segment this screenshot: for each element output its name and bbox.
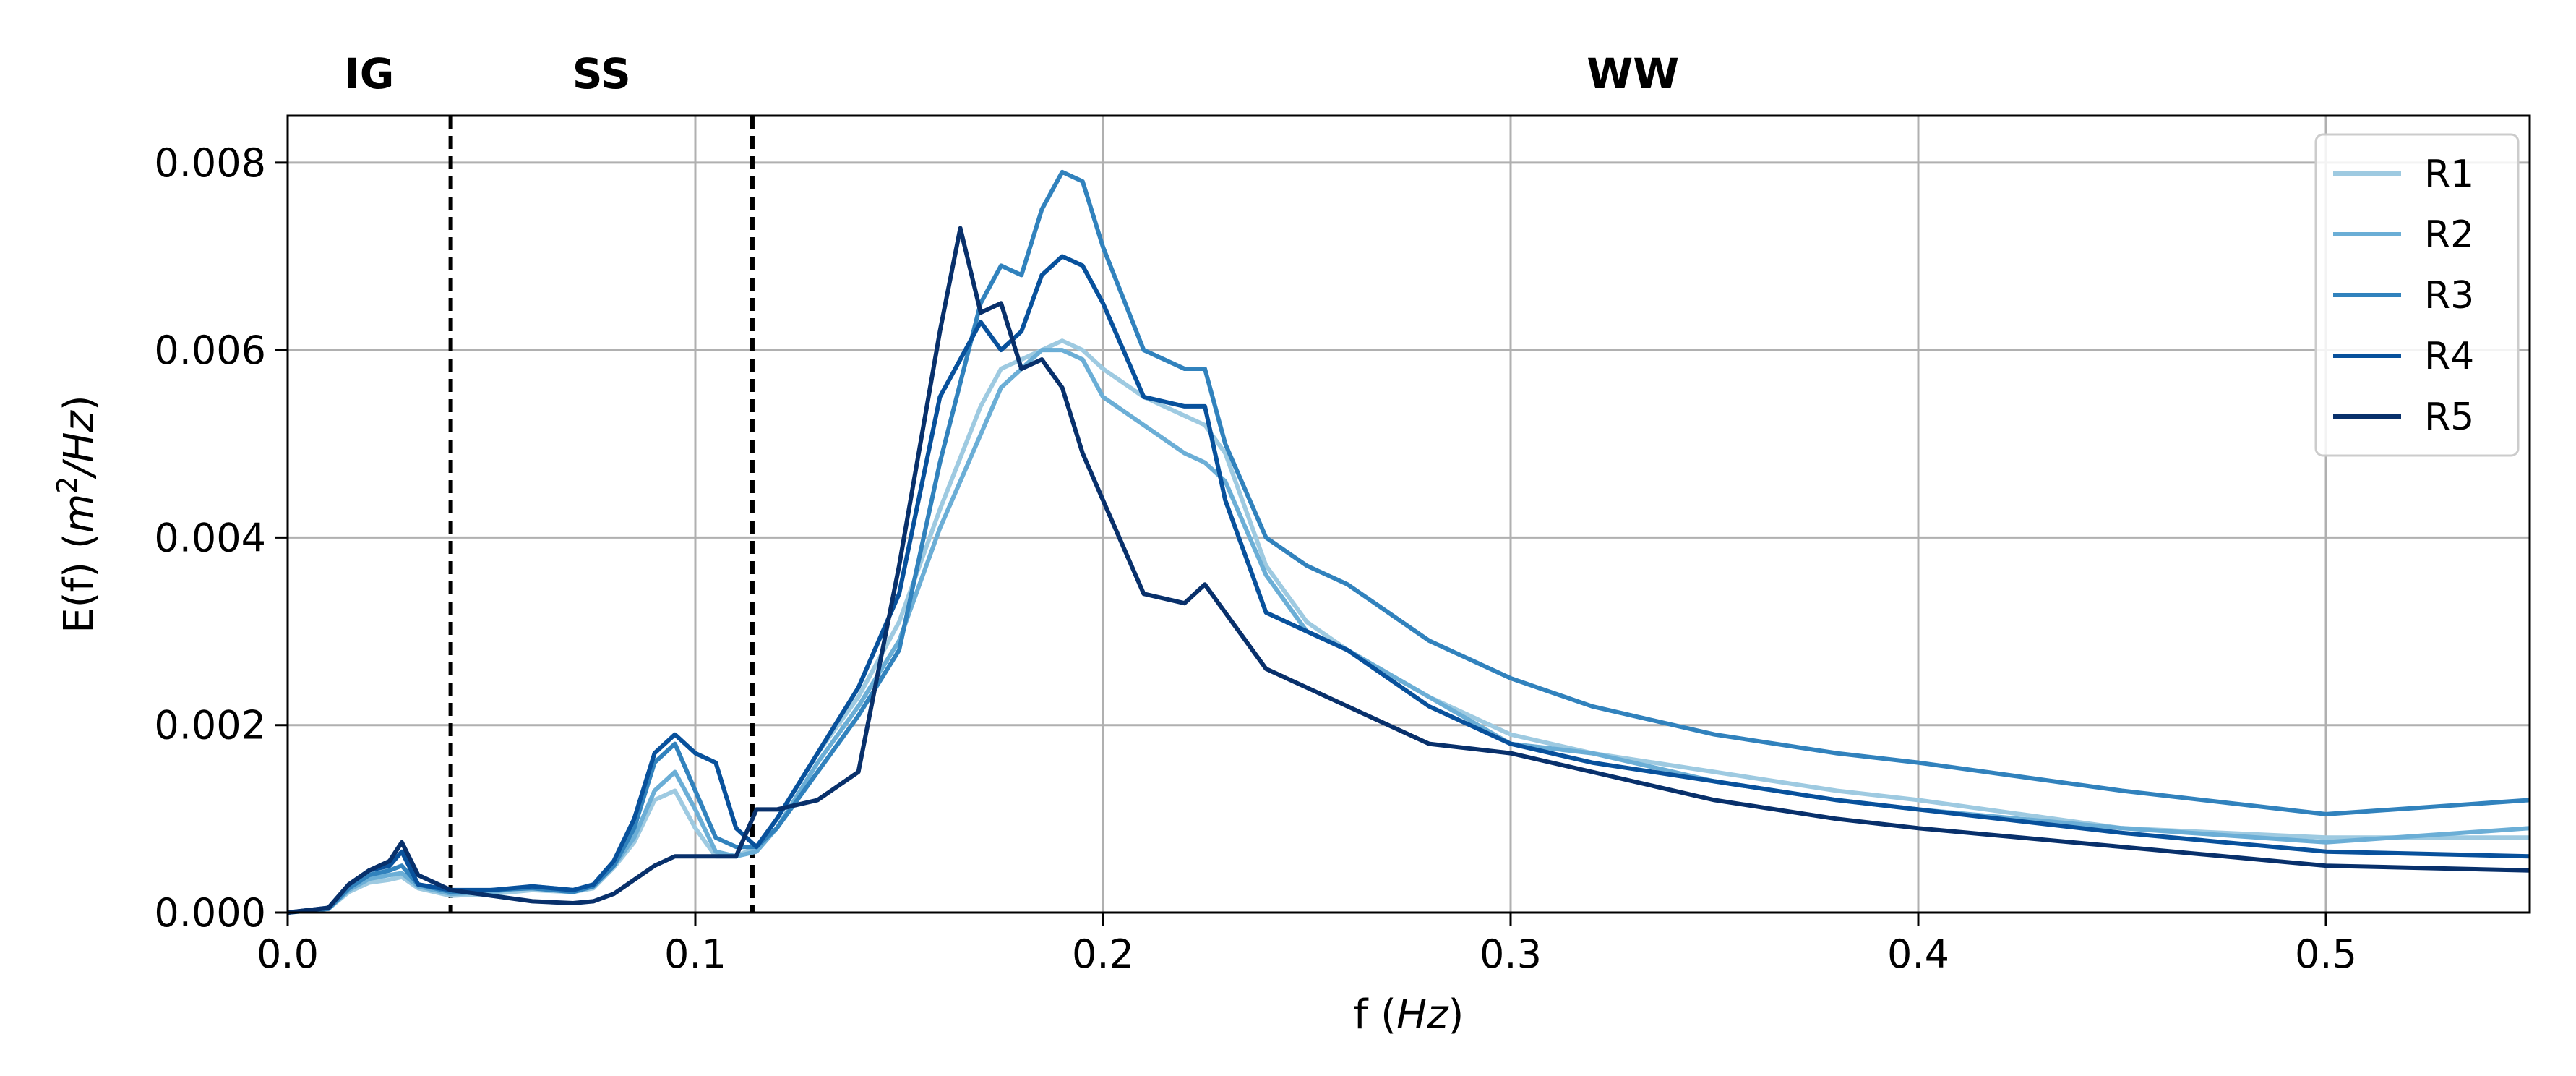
x-axis-label-suffix: ): [1448, 991, 1464, 1038]
x-tick-label: 0.3: [1480, 931, 1542, 977]
y-axis-label-prefix: E(f) (: [56, 533, 103, 633]
tick-layer: 0.0 0.1 0.2 0.3 0.4 0.5 0.000 0.002 0.004 0.006 0.…: [154, 140, 2357, 977]
x-tick-label: 0.4: [1887, 931, 1949, 977]
plot-frame: [286, 114, 2531, 914]
legend-box: [2314, 133, 2520, 457]
x-tick-label: 0.1: [664, 931, 726, 977]
series-line-r3: [287, 169, 2530, 915]
x-tick-label: 0.5: [2295, 931, 2357, 977]
series-line-r5: [287, 226, 2530, 915]
y-axis-label-exponent: 2: [51, 477, 83, 494]
y-axis-label-unit: m: [56, 494, 103, 534]
region-label-ww: WW: [1587, 49, 1679, 98]
legend-label: R5: [2424, 396, 2474, 439]
region-label-ss: SS: [572, 49, 631, 98]
x-axis-label: f (Hz): [1354, 991, 1464, 1038]
grid-layer: [286, 116, 2530, 914]
legend-label: R1: [2424, 153, 2474, 196]
region-divider-layer: [448, 116, 755, 913]
legend-label: R4: [2424, 335, 2474, 378]
y-tick-label: 0.004: [154, 515, 266, 560]
legend: R1 R2 R3 R4 R5: [2314, 133, 2520, 457]
y-axis-label: E(f) (m2/Hz): [51, 395, 103, 633]
series-line-r4: [287, 254, 2530, 915]
x-axis-label-unit: Hz: [1396, 991, 1449, 1038]
series-layer: [287, 169, 2530, 915]
y-axis-label-unit-denominator: /Hz: [56, 410, 103, 480]
region-label-ig: IG: [344, 49, 394, 98]
x-axis-label-prefix: f (: [1354, 991, 1396, 1038]
y-axis-label-suffix: ): [56, 395, 103, 411]
y-tick-label: 0.002: [154, 703, 266, 748]
legend-label: R3: [2424, 274, 2474, 317]
x-tick-label: 0.2: [1072, 931, 1134, 977]
legend-label: R2: [2424, 213, 2474, 257]
region-label-layer: IG SS WW: [344, 49, 1679, 98]
x-tick-label: 0.0: [257, 931, 319, 977]
series-line-r2: [287, 348, 2530, 915]
y-tick-label: 0.006: [154, 328, 266, 373]
y-tick-label: 0.008: [154, 140, 266, 186]
y-tick-label: 0.000: [154, 890, 266, 936]
